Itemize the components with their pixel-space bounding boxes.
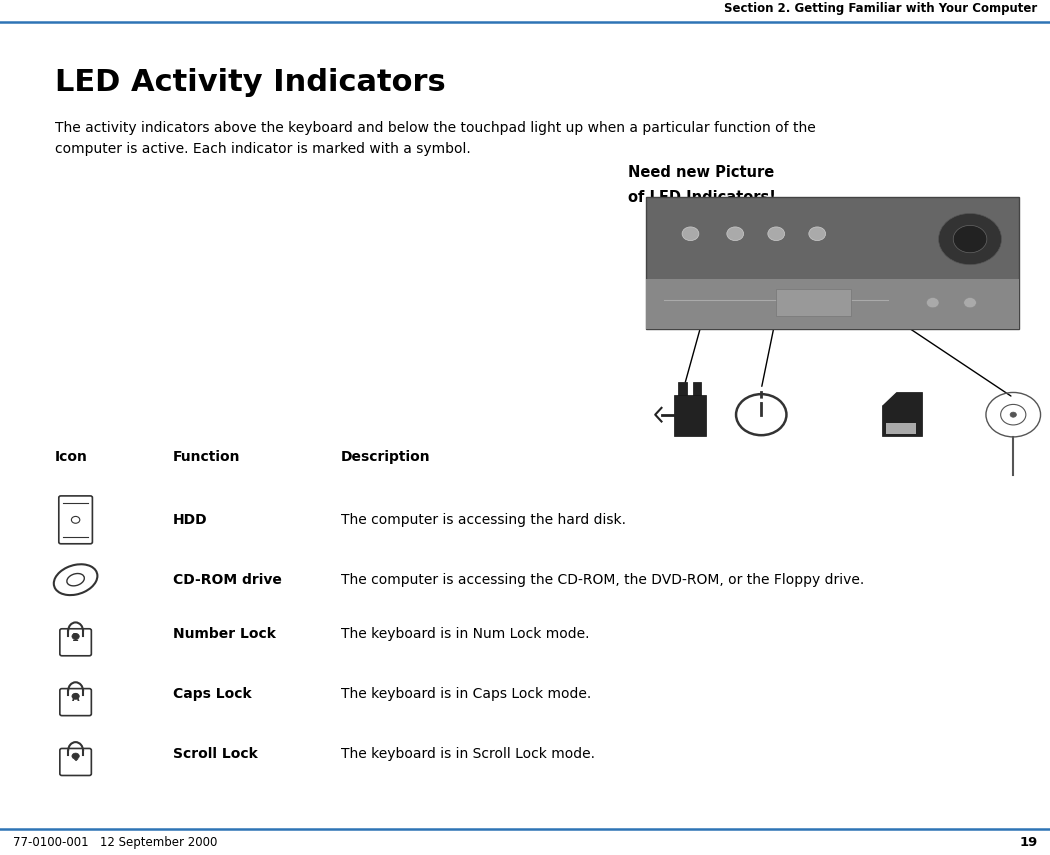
Circle shape: [736, 394, 786, 435]
Text: 77-0100-001   12 September 2000: 77-0100-001 12 September 2000: [13, 836, 217, 849]
Text: The keyboard is in Caps Lock mode.: The keyboard is in Caps Lock mode.: [341, 687, 591, 701]
FancyBboxPatch shape: [886, 422, 916, 433]
Text: Number Lock: Number Lock: [173, 628, 276, 641]
FancyBboxPatch shape: [60, 628, 91, 656]
Text: Section 2. Getting Familiar with Your Computer: Section 2. Getting Familiar with Your Co…: [724, 3, 1037, 15]
FancyBboxPatch shape: [59, 496, 92, 544]
Text: 19: 19: [1020, 836, 1037, 849]
Text: Caps Lock: Caps Lock: [173, 687, 252, 701]
Text: 1: 1: [72, 633, 79, 643]
FancyBboxPatch shape: [678, 382, 687, 395]
Text: Scroll Lock: Scroll Lock: [173, 747, 258, 761]
Text: Need new Picture: Need new Picture: [628, 164, 774, 180]
Text: LED Activity Indicators: LED Activity Indicators: [55, 68, 445, 97]
Text: of LED Indicators!: of LED Indicators!: [628, 190, 776, 205]
Circle shape: [71, 634, 80, 640]
Text: A: A: [71, 693, 80, 703]
Circle shape: [71, 516, 80, 523]
Polygon shape: [882, 392, 896, 405]
Text: CD-ROM drive: CD-ROM drive: [173, 573, 282, 587]
Text: Function: Function: [173, 451, 240, 464]
FancyBboxPatch shape: [674, 395, 706, 436]
Circle shape: [71, 753, 80, 759]
Circle shape: [808, 227, 825, 240]
Text: The activity indicators above the keyboard and below the touchpad light up when : The activity indicators above the keyboa…: [55, 121, 816, 156]
FancyBboxPatch shape: [646, 197, 1018, 329]
FancyBboxPatch shape: [60, 688, 91, 716]
FancyBboxPatch shape: [776, 289, 851, 316]
Circle shape: [768, 227, 784, 240]
Circle shape: [682, 227, 699, 240]
Text: ↕: ↕: [71, 752, 80, 763]
Circle shape: [71, 693, 80, 699]
Circle shape: [926, 298, 939, 308]
Circle shape: [1010, 412, 1016, 417]
Circle shape: [953, 226, 987, 253]
Text: HDD: HDD: [173, 513, 208, 527]
Circle shape: [727, 227, 743, 240]
FancyBboxPatch shape: [646, 279, 1018, 329]
FancyBboxPatch shape: [60, 748, 91, 775]
Circle shape: [939, 214, 1002, 265]
Text: The computer is accessing the hard disk.: The computer is accessing the hard disk.: [341, 513, 626, 527]
Text: Description: Description: [341, 451, 430, 464]
FancyBboxPatch shape: [882, 392, 922, 436]
Circle shape: [964, 298, 977, 308]
Text: The computer is accessing the CD-ROM, the DVD-ROM, or the Floppy drive.: The computer is accessing the CD-ROM, th…: [341, 573, 864, 587]
FancyBboxPatch shape: [693, 382, 701, 395]
Text: The keyboard is in Num Lock mode.: The keyboard is in Num Lock mode.: [341, 628, 590, 641]
Text: Icon: Icon: [55, 451, 87, 464]
Text: The keyboard is in Scroll Lock mode.: The keyboard is in Scroll Lock mode.: [341, 747, 595, 761]
